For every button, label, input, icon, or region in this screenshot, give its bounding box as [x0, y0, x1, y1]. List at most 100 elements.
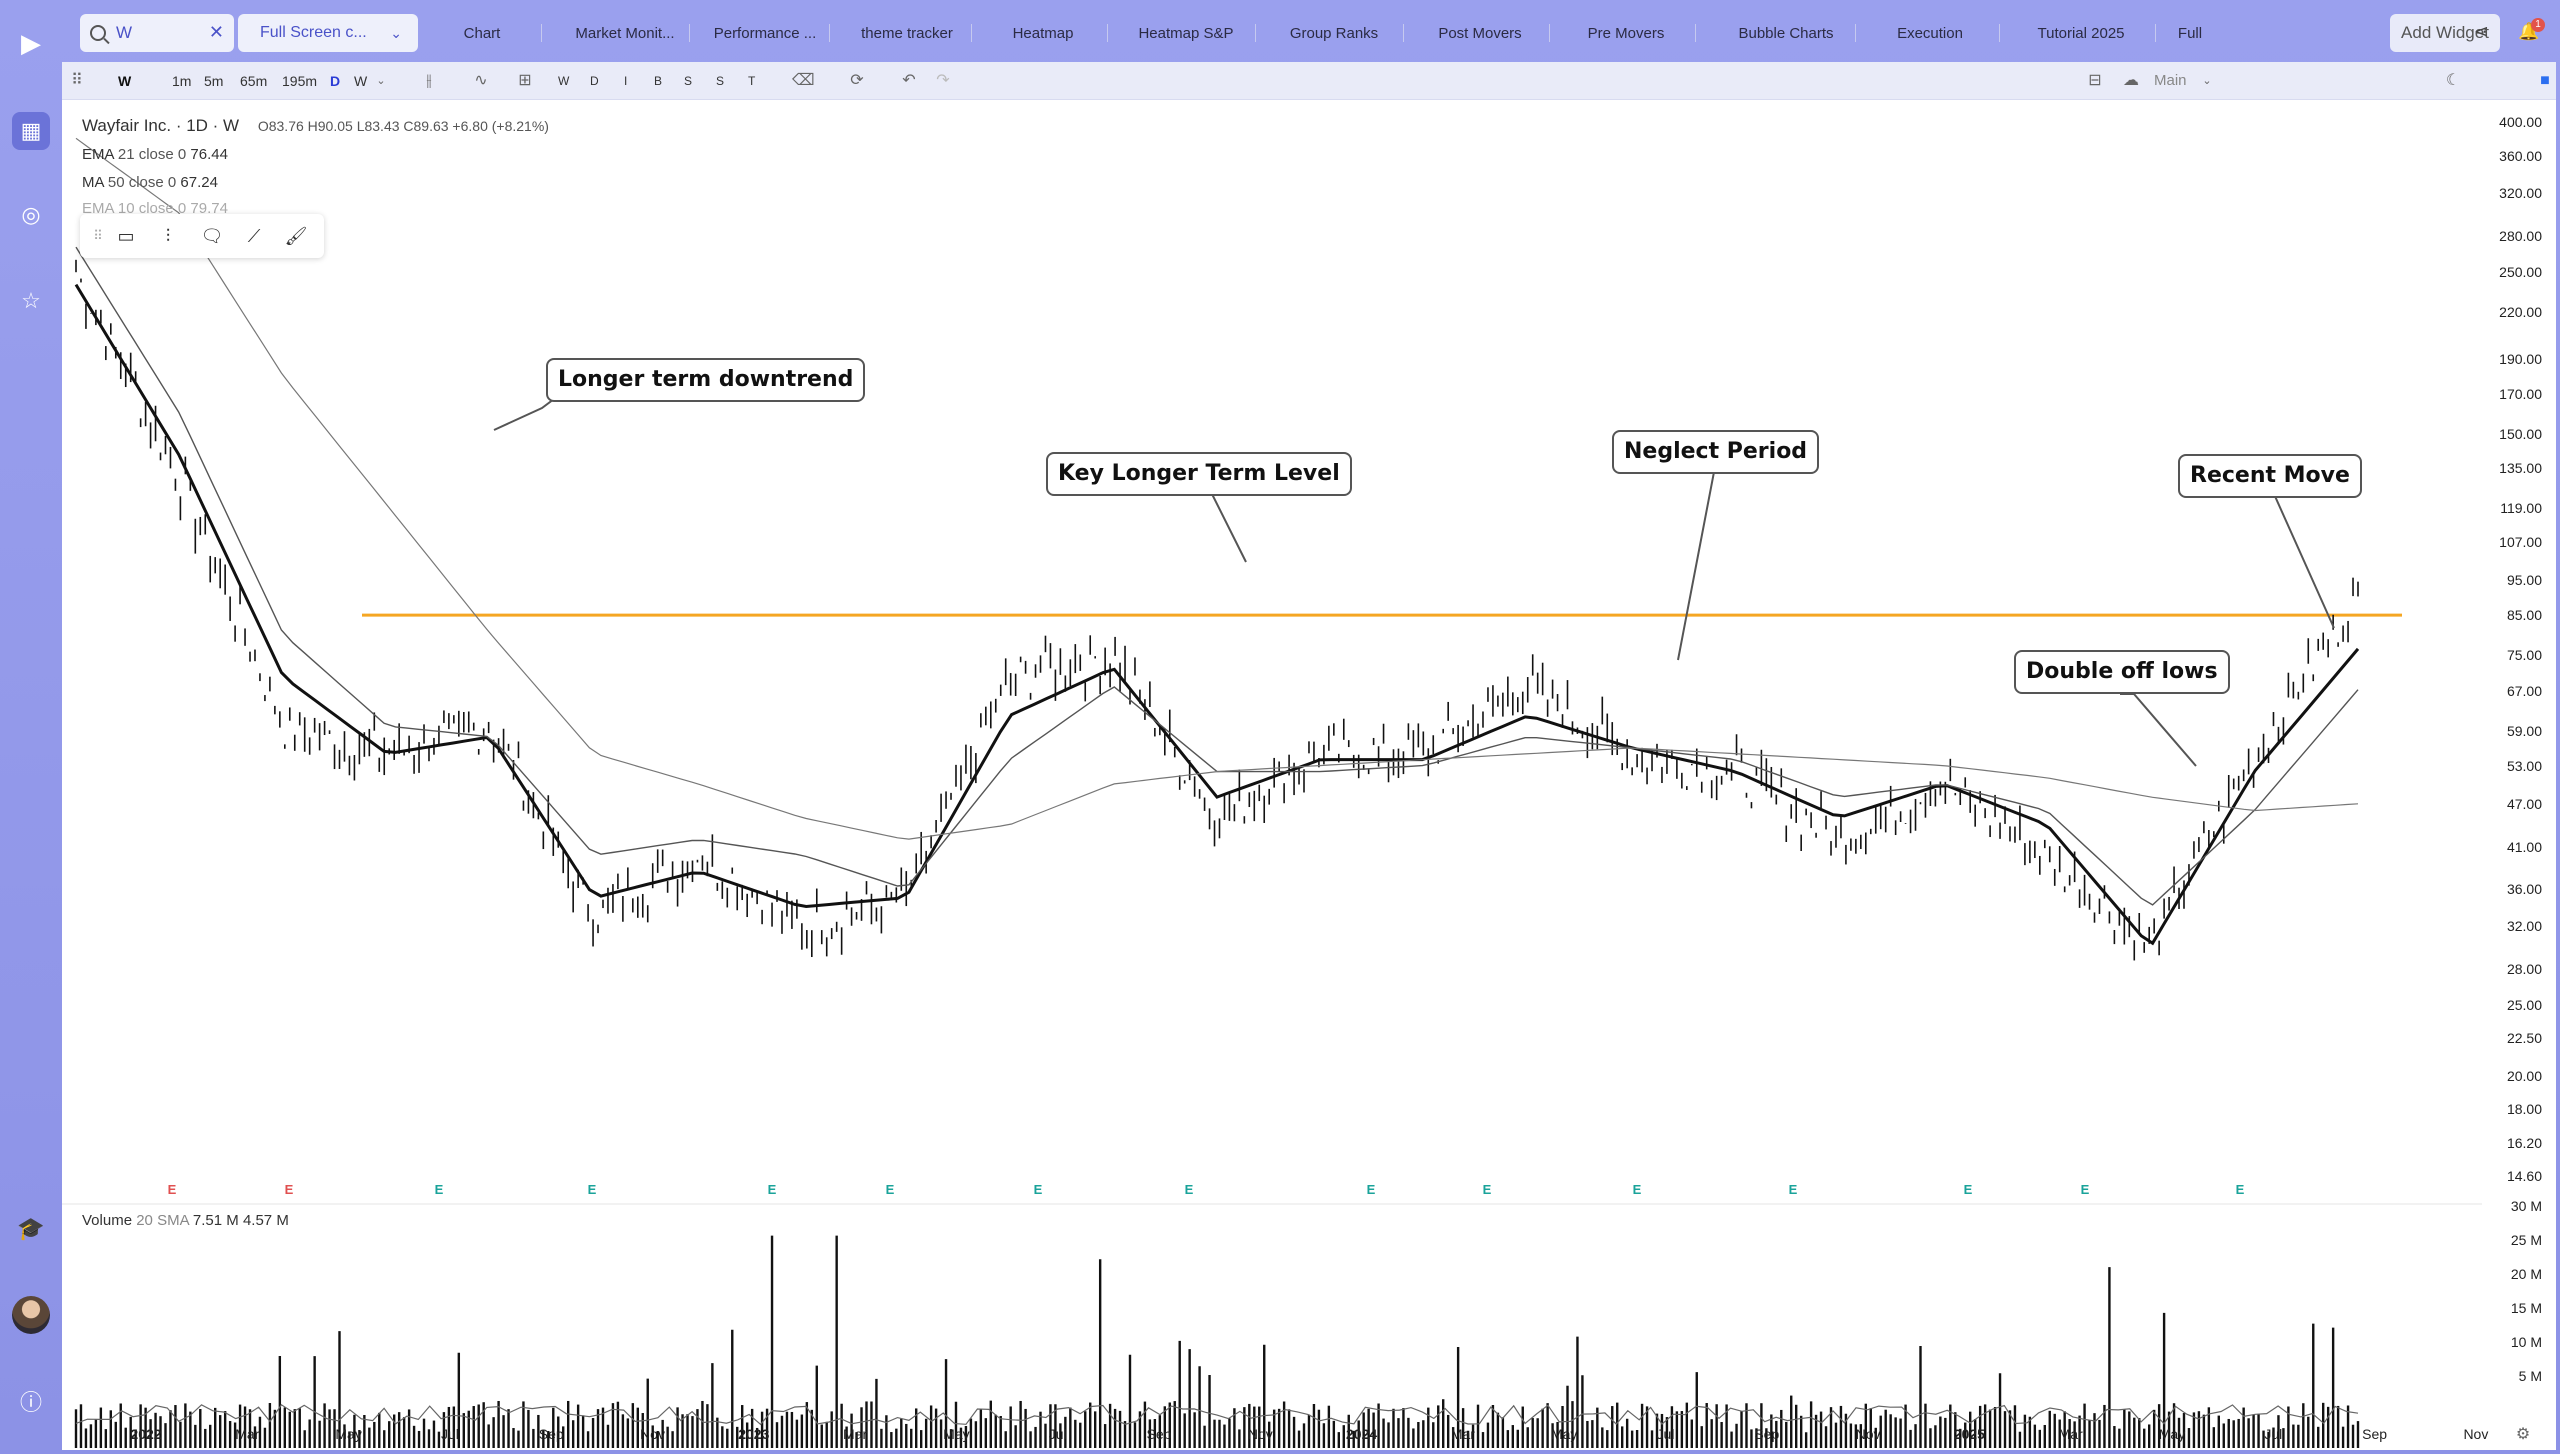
help-icon[interactable]: ⓘ	[19, 1390, 42, 1415]
tab-bubble-charts[interactable]: Bubble Charts	[1716, 14, 1856, 52]
field-t[interactable]: T	[748, 74, 756, 88]
theme-icon[interactable]: ☾	[2445, 72, 2461, 89]
tab-pre-movers[interactable]: Pre Movers	[1556, 14, 1696, 52]
earnings-marker[interactable]: E	[2080, 1182, 2090, 1197]
clear-icon[interactable]: ✕	[208, 22, 224, 42]
layout-icon[interactable]: ▦	[12, 112, 50, 150]
tab-performance[interactable]: Performance ...	[700, 14, 830, 52]
earnings-marker[interactable]: E	[587, 1182, 597, 1197]
tab-heatmap-s-p[interactable]: Heatmap S&P	[1116, 14, 1256, 52]
tab-full[interactable]: Full	[2177, 24, 2203, 42]
field-d[interactable]: D	[590, 74, 599, 88]
earnings-marker[interactable]: E	[1482, 1182, 1492, 1197]
earnings-marker[interactable]: E	[885, 1182, 895, 1197]
graduation-icon[interactable]: 🎓	[17, 1216, 45, 1241]
indicator-value: 67.24	[180, 174, 218, 191]
interval-d[interactable]: D	[330, 73, 341, 89]
price-tick: 107.00	[2499, 533, 2542, 550]
interval-1m[interactable]: 1m	[172, 73, 192, 89]
earnings-marker[interactable]: E	[2235, 1182, 2245, 1197]
legend-ema21[interactable]: EMA 21 close 0 76.44	[82, 146, 228, 163]
price-tick: 22.50	[2506, 1030, 2542, 1047]
toolbar-symbol[interactable]: W	[118, 73, 132, 89]
indicators-icon[interactable]: ∿	[474, 72, 488, 89]
cloud-icon[interactable]: ☁	[2123, 72, 2139, 89]
callout-recent[interactable]: Recent Move	[2178, 454, 2362, 498]
logo-icon[interactable]: ▶	[21, 27, 41, 58]
redo-icon[interactable]: ↷	[936, 72, 950, 89]
star-icon[interactable]: ☆	[21, 288, 41, 313]
price-chart[interactable]	[62, 100, 2556, 1450]
time-tick: Sep	[538, 1426, 564, 1442]
earnings-marker[interactable]: E	[284, 1182, 294, 1197]
legend-ma50[interactable]: MA 50 close 0 67.24	[82, 174, 218, 191]
comment-icon[interactable]: 🗨	[200, 226, 224, 246]
earnings-marker[interactable]: E	[1366, 1182, 1376, 1197]
layout-name[interactable]: Main	[2154, 72, 2187, 89]
field-i[interactable]: I	[624, 74, 628, 88]
tab-group-ranks[interactable]: Group Ranks	[1264, 14, 1404, 52]
interval-65m[interactable]: 65m	[240, 73, 268, 89]
refresh-icon[interactable]: ⟳	[850, 72, 864, 89]
indicator-params: 50 close 0	[107, 174, 177, 191]
volume-tick: 25 M	[2510, 1232, 2542, 1248]
volume-legend[interactable]: Volume 20 SMA 7.51 M 4.57 M	[82, 1212, 289, 1229]
share-icon[interactable]: ⋖	[2473, 22, 2489, 41]
earnings-marker[interactable]: E	[1033, 1182, 1043, 1197]
earnings-marker[interactable]: E	[434, 1182, 444, 1197]
time-tick: 2023	[738, 1426, 770, 1442]
earnings-marker[interactable]: E	[1963, 1182, 1973, 1197]
interval-w[interactable]: W	[354, 73, 368, 89]
rectangle-icon[interactable]: ▭	[117, 226, 135, 246]
tab-chart[interactable]: Chart	[422, 14, 542, 52]
drag-handle-icon[interactable]: ⠿	[71, 72, 83, 89]
earnings-marker[interactable]: E	[767, 1182, 777, 1197]
search-input[interactable]	[116, 23, 196, 43]
layout-select[interactable]: Full Screen c... ⌄	[238, 14, 418, 52]
legend-ema10[interactable]: EMA 10 close 0 79.74	[82, 200, 228, 217]
field-s2[interactable]: S	[716, 74, 725, 88]
tab-post-movers[interactable]: Post Movers	[1410, 14, 1550, 52]
tab-tutorial-2025[interactable]: Tutorial 2025	[2006, 14, 2156, 52]
avatar[interactable]	[12, 1296, 50, 1334]
callout-downtrend[interactable]: Longer term downtrend	[546, 358, 866, 402]
field-w[interactable]: W	[558, 74, 570, 88]
earnings-marker[interactable]: E	[1632, 1182, 1642, 1197]
tab-execution[interactable]: Execution	[1860, 14, 2000, 52]
indicator-name: MA	[82, 174, 104, 191]
tab-market-monit[interactable]: Market Monit...	[560, 14, 690, 52]
candles-icon[interactable]: ⫲	[426, 72, 432, 89]
earnings-marker[interactable]: E	[1184, 1182, 1194, 1197]
tab-heatmap[interactable]: Heatmap	[978, 14, 1108, 52]
callout-key-level[interactable]: Key Longer Term Level	[1046, 452, 1352, 496]
ma-line-3	[75, 137, 2359, 840]
legend-title: Wayfair Inc. · 1D · W	[82, 116, 240, 135]
tab-theme-tracker[interactable]: theme tracker	[842, 14, 972, 52]
templates-icon[interactable]: ⊞	[518, 72, 532, 89]
callout-neglect[interactable]: Neglect Period	[1612, 430, 1820, 474]
undo-icon[interactable]: ↶	[902, 72, 916, 89]
interval-5m[interactable]: 5m	[204, 73, 224, 89]
layout-grid-icon[interactable]: ⊟	[2088, 72, 2102, 89]
bars-pattern-icon[interactable]: ⫶	[165, 226, 171, 246]
earnings-marker[interactable]: E	[1788, 1182, 1798, 1197]
trendline-icon[interactable]: ⟋	[247, 226, 261, 246]
volume-tick: 5 M	[2518, 1368, 2542, 1384]
field-b[interactable]: B	[654, 74, 663, 88]
earnings-marker[interactable]: E	[167, 1182, 177, 1197]
eraser-icon[interactable]: ⌫	[792, 72, 815, 89]
price-tick: 16.20	[2506, 1134, 2542, 1151]
callout-double[interactable]: Double off lows	[2014, 650, 2230, 694]
chart-area[interactable]: Wayfair Inc. · 1D · W O83.76 H90.05 L83.…	[62, 100, 2556, 1450]
chevron-down-icon[interactable]: ⌄	[2202, 75, 2212, 87]
radar-icon[interactable]: ◎	[21, 202, 41, 227]
add-widget-button[interactable]: Add Widget	[2390, 14, 2500, 52]
sync-square-icon[interactable]: ■	[2540, 72, 2550, 89]
chevron-down-icon[interactable]: ⌄	[376, 75, 386, 87]
interval-195m[interactable]: 195m	[282, 73, 318, 89]
symbol-search[interactable]: ✕	[80, 14, 234, 52]
drag-handle-icon[interactable]: ⠿	[93, 228, 103, 243]
settings-icon[interactable]: ⚙	[2515, 1426, 2531, 1443]
field-s1[interactable]: S	[684, 74, 693, 88]
brush-icon[interactable]: 🖌	[284, 226, 308, 246]
